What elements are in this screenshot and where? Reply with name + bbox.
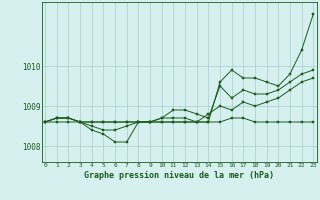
X-axis label: Graphe pression niveau de la mer (hPa): Graphe pression niveau de la mer (hPa) [84,171,274,180]
